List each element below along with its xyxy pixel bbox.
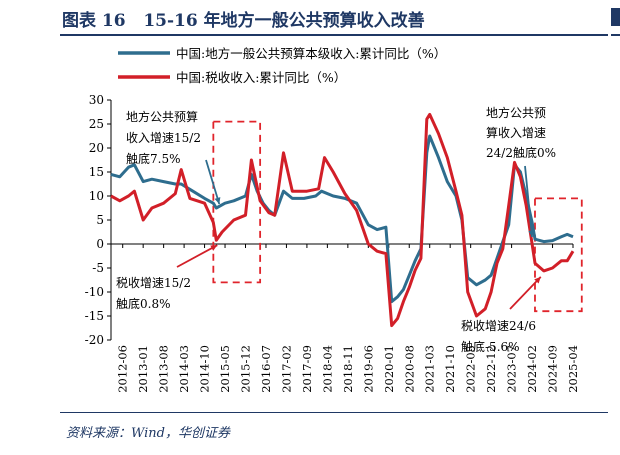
highlight-boxes xyxy=(212,120,583,313)
edge-rule xyxy=(611,34,620,36)
x-tick-label: 2020-08 xyxy=(402,345,416,393)
annotation-arrowhead xyxy=(210,245,218,251)
annotation-text: 地方公共预 xyxy=(486,105,546,120)
annotation-text: 24/2触底0% xyxy=(486,145,556,160)
y-tick-label: 15 xyxy=(89,165,104,179)
annotation-text: 收入增速15/2 xyxy=(126,131,201,145)
annotation-arrow xyxy=(176,244,218,268)
x-tick-label: 2020-01 xyxy=(382,345,396,393)
y-tick-label: 10 xyxy=(89,189,104,203)
x-tick-label: 2024-09 xyxy=(546,345,560,393)
x-tick-label: 2015-05 xyxy=(218,345,232,393)
x-tick-label: 2021-10 xyxy=(443,345,457,393)
title-rule xyxy=(60,34,608,36)
y-tick-label: 30 xyxy=(89,93,104,107)
y-tick-label: -5 xyxy=(92,261,104,275)
x-tick-label: 2012-06 xyxy=(116,345,130,393)
figure-title: 图表 16 15-16 年地方一般公共预算收入改善 xyxy=(62,6,425,31)
y-tick-label: 25 xyxy=(89,117,104,131)
x-tick-label: 2025-04 xyxy=(566,345,580,393)
x-tick-label: 2022-05 xyxy=(464,345,478,393)
y-tick-label: 20 xyxy=(89,141,104,155)
annotation-arrow xyxy=(205,159,221,205)
x-tick-label: 2013-01 xyxy=(136,345,150,393)
x-tick-label: 2014-03 xyxy=(177,345,191,393)
x-tick-label: 2016-07 xyxy=(259,345,273,393)
figure-title-text: 15-16 年地方一般公共预算收入改善 xyxy=(143,11,425,31)
x-tick-label: 2023-07 xyxy=(505,345,519,393)
x-tick-label: 2018-11 xyxy=(341,345,355,393)
y-tick-label: -20 xyxy=(85,333,104,347)
y-tick-label: 5 xyxy=(96,213,104,227)
annotation-text: 触底7.5% xyxy=(126,151,181,166)
annotation-text: 触底0.8% xyxy=(116,296,171,311)
highlight-box xyxy=(212,120,262,284)
annotation-arrow xyxy=(524,165,533,238)
x-tick-label: 2017-09 xyxy=(300,345,314,393)
figure-label: 图表 16 xyxy=(62,11,126,31)
annotation-arrowhead xyxy=(534,276,541,284)
annotation-text: 税收增速24/6 xyxy=(461,319,536,333)
highlight-box xyxy=(534,197,583,313)
chart-series xyxy=(110,112,575,328)
annotation-arrowhead xyxy=(214,197,221,204)
x-tick-label: 2015-12 xyxy=(239,345,253,393)
chart-axes: -20 -15 -10 -5 0 5 10 15 20 25 30 2012-06 2013-01 201… xyxy=(85,93,580,393)
annotation-arrow xyxy=(509,276,542,310)
legend-label: 中国:税收收入:累计同比（%） xyxy=(176,70,346,85)
x-tick-label: 2013-08 xyxy=(157,345,171,393)
annotation-arrowhead xyxy=(528,230,535,237)
annotation-text: 算收入增速 xyxy=(486,125,546,140)
edge-mark xyxy=(611,8,620,26)
x-tick-label: 2019-06 xyxy=(361,345,375,393)
y-tick-label: 0 xyxy=(96,237,104,251)
source-note: 资料来源：Wind，华创证券 xyxy=(66,426,230,441)
chart: 中国:地方一般公共预算本级收入:累计同比（%） 中国:税收收入:累计同比（%） -… xyxy=(85,46,583,393)
legend-label: 中国:地方一般公共预算本级收入:累计同比（%） xyxy=(176,46,446,61)
x-tick-label: 2014-10 xyxy=(198,345,212,393)
x-tick-label: 2021-03 xyxy=(423,345,437,393)
chart-legend: 中国:地方一般公共预算本级收入:累计同比（%） 中国:税收收入:累计同比（%） xyxy=(118,46,446,85)
annotation-text: 触底-5.6% xyxy=(461,339,520,354)
series-line-local-revenue xyxy=(110,134,574,304)
y-tick-label: -10 xyxy=(85,285,104,299)
y-tick-label: -15 xyxy=(85,309,104,323)
x-tick-label: 2018-04 xyxy=(320,345,334,393)
annotation-text: 地方公共预算 xyxy=(126,109,198,124)
x-tick-label: 2024-02 xyxy=(525,345,539,393)
x-tick-label: 2022-12 xyxy=(484,345,498,393)
x-tick-label: 2017-02 xyxy=(279,345,293,393)
bottom-rule xyxy=(60,412,608,413)
series-line-tax-revenue xyxy=(110,112,575,328)
annotation-text: 税收增速15/2 xyxy=(116,276,191,290)
